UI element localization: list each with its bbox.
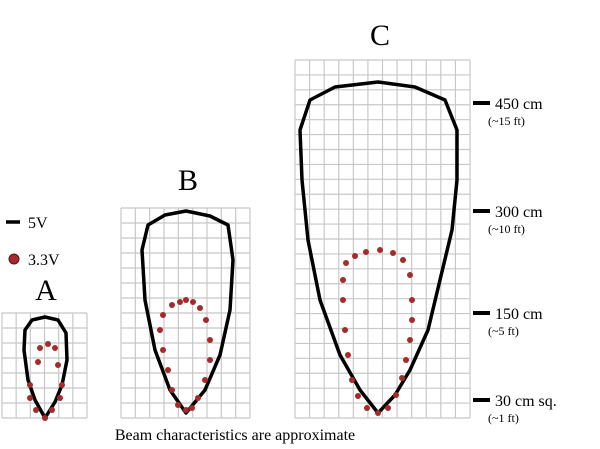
dot xyxy=(33,407,39,413)
dot xyxy=(160,347,166,353)
dot xyxy=(375,410,381,416)
dot xyxy=(340,277,346,283)
legend-5v: 5V xyxy=(28,215,48,232)
label-a: A xyxy=(35,274,57,307)
dot xyxy=(165,367,171,373)
dot xyxy=(393,392,399,398)
dot xyxy=(35,359,41,365)
scale-distance: 300 cm xyxy=(495,204,543,221)
scale: 450 cm(~15 ft) 300 cm(~10 ft) 150 cm(~5 ft… xyxy=(473,96,557,425)
dot xyxy=(343,260,349,266)
legend-dot xyxy=(8,253,20,265)
dot xyxy=(355,393,361,399)
dot xyxy=(202,377,208,383)
scale-feet: (~15 ft) xyxy=(488,114,525,128)
label-c: C xyxy=(370,19,390,52)
dot xyxy=(400,257,406,263)
dot xyxy=(45,341,51,347)
grids xyxy=(1,59,471,419)
dot xyxy=(57,395,63,401)
beam-dots-3v3 xyxy=(27,247,415,421)
dot xyxy=(52,345,58,351)
dot xyxy=(37,345,43,351)
dot xyxy=(189,405,195,411)
dot xyxy=(207,337,213,343)
dot xyxy=(399,375,405,381)
dot xyxy=(390,250,396,256)
legend-3v3: 3.3V xyxy=(28,252,60,269)
scale-distance: 450 cm xyxy=(495,96,543,113)
dot xyxy=(183,407,189,413)
dot xyxy=(49,407,55,413)
dot xyxy=(27,382,33,388)
dot xyxy=(197,305,203,311)
scale-distance: 150 cm xyxy=(495,306,543,323)
dot xyxy=(342,327,348,333)
scale-feet: (~1 ft) xyxy=(488,411,519,425)
dot xyxy=(349,377,355,383)
dot xyxy=(363,249,369,255)
scale-feet: (~10 ft) xyxy=(488,222,525,236)
scale-feet: (~5 ft) xyxy=(488,324,519,338)
dot xyxy=(55,362,61,368)
dot xyxy=(177,299,183,305)
dot xyxy=(175,402,181,408)
dot xyxy=(160,312,166,318)
dot xyxy=(407,337,413,343)
dot xyxy=(169,302,175,308)
beam-b-5v xyxy=(140,209,235,415)
dot xyxy=(364,405,370,411)
dot xyxy=(59,382,65,388)
dot xyxy=(42,415,48,421)
dot xyxy=(407,272,413,278)
dot xyxy=(340,297,346,303)
dot xyxy=(183,297,189,303)
dot xyxy=(345,352,351,358)
dot xyxy=(352,253,358,259)
beam-c-5v xyxy=(298,80,459,415)
dot xyxy=(195,395,201,401)
caption: Beam characteristics are approximate xyxy=(115,427,355,444)
dot xyxy=(377,247,383,253)
dot xyxy=(409,317,415,323)
label-b: B xyxy=(178,164,198,197)
dot xyxy=(409,297,415,303)
dot xyxy=(169,387,175,393)
dot xyxy=(385,405,391,411)
dot xyxy=(203,317,209,323)
scale-distance: 30 cm sq. xyxy=(495,393,557,410)
dot xyxy=(27,395,33,401)
dot xyxy=(207,357,213,363)
dot xyxy=(190,299,196,305)
dot xyxy=(157,327,163,333)
dot xyxy=(403,357,409,363)
